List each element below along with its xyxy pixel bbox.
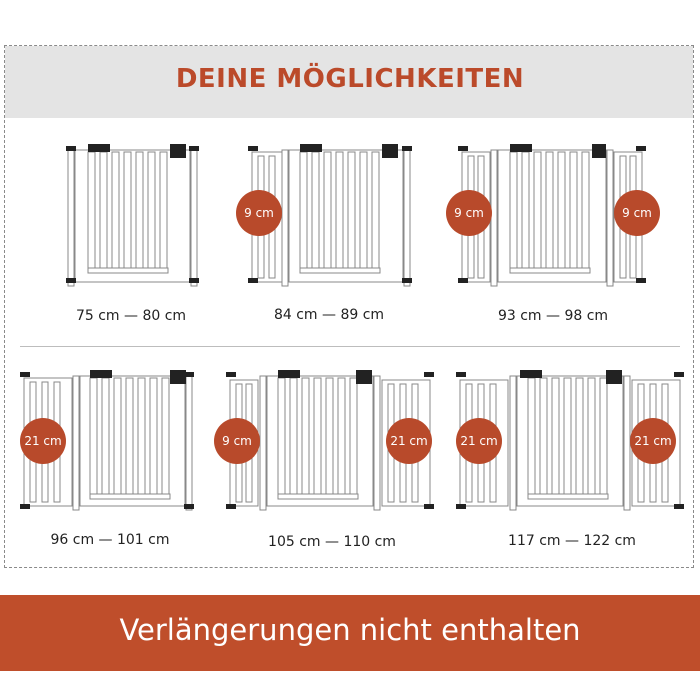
extension-badge: 9 cm <box>236 190 282 236</box>
size-label: 117 cm — 122 cm <box>508 533 636 549</box>
footer-band <box>0 595 700 671</box>
footer-note: Verlängerungen nicht enthalten <box>119 613 581 647</box>
size-label: 84 cm — 89 cm <box>273 307 385 323</box>
page-title: DEINE MÖGLICHKEITEN <box>175 64 525 94</box>
extension-badge: 9 cm <box>214 418 260 464</box>
size-label: 75 cm — 80 cm <box>75 308 187 324</box>
extension-badge: 21 cm <box>386 418 432 464</box>
extension-badge: 21 cm <box>20 418 66 464</box>
extension-badge: 21 cm <box>630 418 676 464</box>
size-label: 105 cm — 110 cm <box>268 534 396 550</box>
gate-illustration <box>66 144 199 287</box>
dashed-frame <box>4 45 694 568</box>
gate-illustration <box>20 370 194 511</box>
size-label: 93 cm — 98 cm <box>497 308 609 324</box>
extension-badge: 9 cm <box>446 190 492 236</box>
row-separator <box>20 346 680 347</box>
extension-badge: 21 cm <box>456 418 502 464</box>
extension-badge: 9 cm <box>614 190 660 236</box>
size-label: 96 cm — 101 cm <box>50 532 170 548</box>
title-band <box>5 46 693 118</box>
